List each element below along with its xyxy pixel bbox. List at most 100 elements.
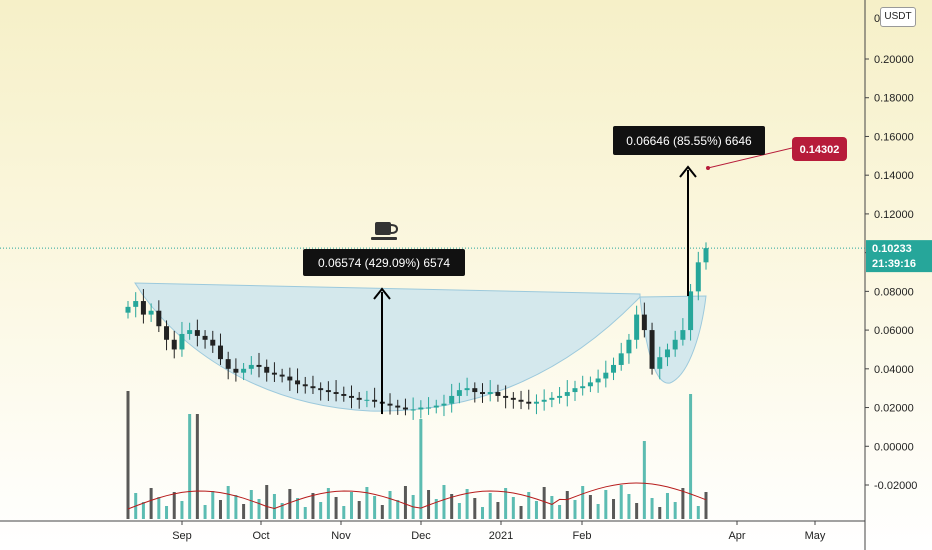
candle-body: [325, 390, 331, 393]
candle-body: [464, 388, 470, 391]
y-tick-label: 0.14000: [874, 170, 914, 182]
y-tick-label: 0.06000: [874, 325, 914, 337]
volume-bar: [157, 497, 161, 519]
volume-bar: [450, 494, 454, 519]
candle-body: [680, 330, 686, 340]
y-tick-label: -0.02000: [874, 480, 917, 492]
volume-bar: [627, 494, 631, 519]
candle-body: [156, 310, 162, 327]
candle-body: [179, 333, 185, 350]
volume-bar: [550, 496, 554, 519]
y-tick-label: 0.16000: [874, 131, 914, 143]
candle-body: [302, 384, 308, 387]
volume-bar: [565, 491, 569, 519]
callout-1-box: [303, 249, 465, 276]
x-tick-label: Sep: [172, 530, 192, 542]
volume-bar: [172, 492, 176, 519]
candle-body: [187, 330, 193, 334]
candle-body: [541, 399, 547, 402]
volume-bar: [280, 503, 284, 519]
callout-2-box: [613, 126, 765, 155]
candle-body: [287, 376, 293, 381]
candle-body: [433, 405, 439, 408]
candle-body: [657, 357, 663, 369]
currency-label[interactable]: USDT: [880, 7, 916, 27]
volume-bar: [272, 494, 276, 519]
volume-bar: [527, 492, 531, 519]
volume-bar: [211, 491, 215, 519]
volume-bar: [165, 506, 169, 519]
volume-bar: [534, 501, 538, 519]
target-price-tag[interactable]: [792, 137, 847, 161]
volume-bar: [265, 485, 269, 519]
candle-body: [495, 392, 501, 396]
candle-body: [310, 386, 316, 389]
volume-bar: [619, 485, 623, 519]
volume-bar: [357, 501, 361, 519]
candle-body: [202, 335, 208, 340]
target-price-text: 0.14302: [800, 144, 840, 156]
candle-body: [580, 386, 586, 389]
volume-bar: [334, 497, 338, 519]
candle-body: [487, 392, 493, 394]
volume-bar: [488, 493, 492, 519]
candle-body: [549, 397, 555, 400]
volume-bar: [673, 502, 677, 519]
volume-bar: [457, 503, 461, 519]
volume-bar: [365, 487, 369, 519]
volume-bar: [604, 490, 608, 519]
candle-body: [695, 262, 701, 292]
candle-body: [148, 310, 154, 315]
candle-body: [140, 301, 146, 315]
volume-bar: [141, 502, 145, 519]
candle-body: [518, 399, 524, 402]
x-tick-label: Dec: [411, 530, 431, 542]
candle-body: [418, 407, 424, 410]
volume-bar: [342, 506, 346, 519]
candle-body: [356, 397, 362, 400]
candle-body: [441, 403, 447, 406]
candle-body: [410, 409, 416, 411]
candle-body: [533, 401, 539, 404]
coffee-saucer-icon: [371, 237, 397, 240]
candle-body: [664, 349, 670, 358]
y-tick-label: 0.12000: [874, 209, 914, 221]
candle-body: [217, 345, 223, 360]
candle-body: [164, 326, 170, 340]
y-tick-label: 0.20000: [874, 54, 914, 66]
candle-body: [618, 353, 624, 365]
candle-body: [672, 339, 678, 350]
volume-bar: [234, 495, 238, 519]
volume-bar: [511, 497, 515, 519]
x-tick-label: Apr: [728, 530, 745, 542]
volume-bar: [704, 492, 708, 519]
candle-body: [564, 392, 570, 396]
callout-2-text: 0.06646 (85.55%) 6646: [626, 134, 752, 148]
volume-bar: [465, 489, 469, 519]
candle-body: [279, 374, 285, 377]
volume-bar: [349, 492, 353, 519]
candle-body: [526, 401, 532, 404]
volume-bar: [388, 491, 392, 519]
volume-bar: [542, 487, 546, 519]
candle-body: [241, 368, 247, 373]
candle-body: [372, 399, 378, 402]
x-tick-label: Oct: [252, 530, 269, 542]
volume-bar: [226, 486, 230, 519]
coffee-cup-handle-icon: [390, 224, 399, 234]
volume-bar: [689, 394, 693, 519]
volume-bar: [303, 507, 307, 519]
candle-body: [348, 395, 354, 398]
volume-bar: [311, 493, 315, 519]
candle-body: [603, 372, 609, 379]
candle-body: [572, 388, 578, 393]
target-point: [706, 166, 710, 170]
last-price-tag[interactable]: [866, 240, 932, 273]
candle-body: [194, 330, 200, 336]
candle-body: [510, 397, 516, 400]
candle-body: [611, 364, 617, 373]
candle-body: [449, 395, 455, 404]
volume-bar: [126, 391, 130, 519]
